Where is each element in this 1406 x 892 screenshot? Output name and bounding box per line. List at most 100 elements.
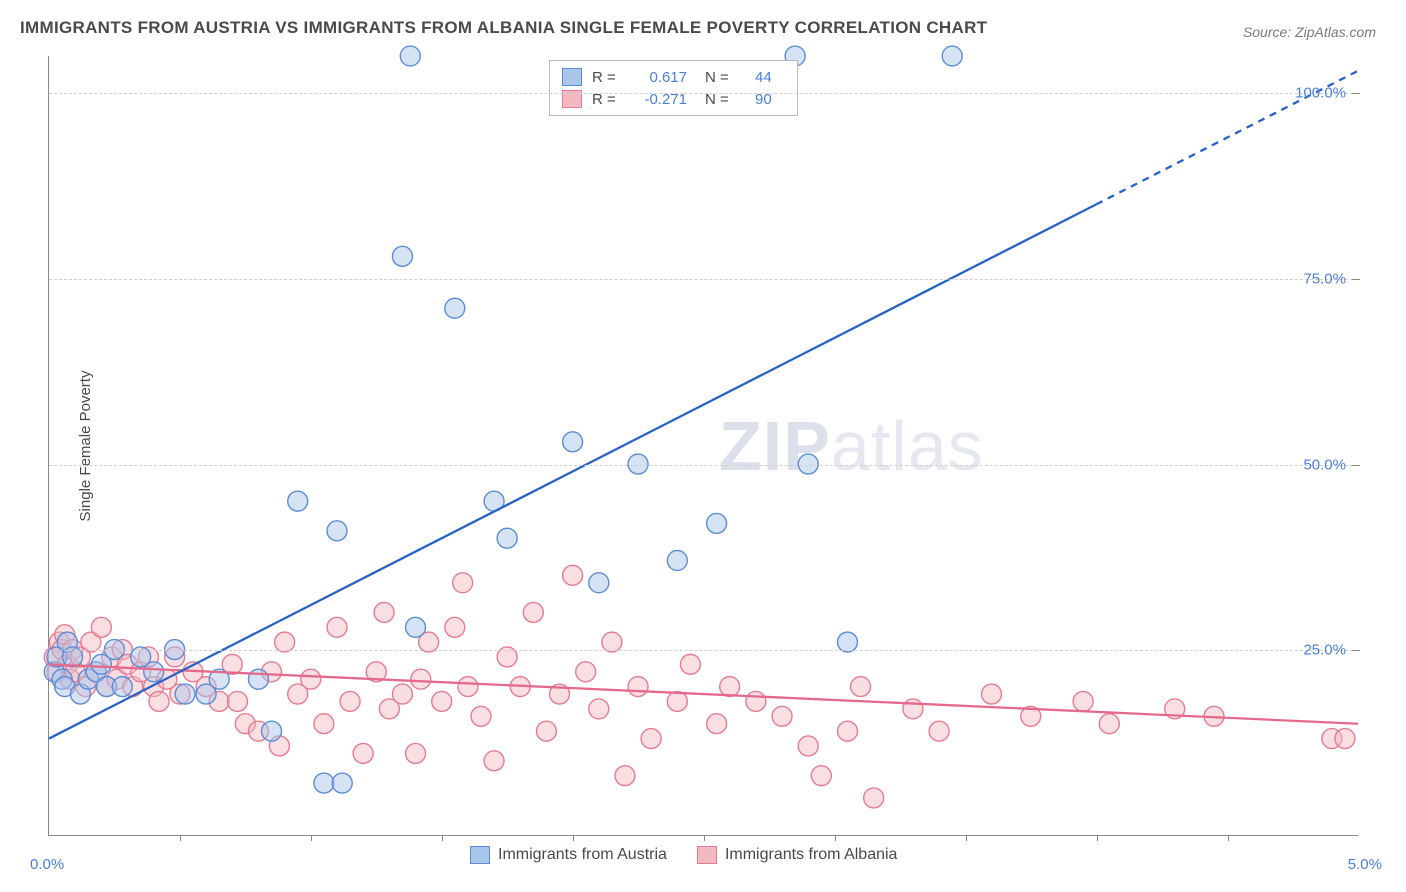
data-point-albania: [929, 721, 949, 741]
data-point-albania: [837, 721, 857, 741]
data-point-albania: [628, 677, 648, 697]
legend-swatch-austria: [562, 68, 582, 86]
correlation-legend: R = 0.617 N = 44 R = -0.271 N = 90: [549, 60, 798, 116]
data-point-albania: [228, 691, 248, 711]
data-point-austria: [288, 491, 308, 511]
x-tick: [180, 835, 181, 841]
data-point-austria: [248, 669, 268, 689]
source-value: ZipAtlas.com: [1295, 24, 1376, 40]
data-point-austria: [667, 551, 687, 571]
data-point-albania: [149, 691, 169, 711]
data-point-albania: [445, 617, 465, 637]
data-point-austria: [144, 662, 164, 682]
y-tick-label: 75.0%: [1303, 270, 1346, 287]
data-point-albania: [301, 669, 321, 689]
r-label: R =: [592, 69, 622, 86]
data-point-albania: [641, 729, 661, 749]
data-point-albania: [602, 632, 622, 652]
x-tick: [835, 835, 836, 841]
chart-svg: [49, 56, 1358, 835]
data-point-austria: [563, 432, 583, 452]
legend-item-albania: Immigrants from Albania: [697, 846, 898, 864]
data-point-albania: [981, 684, 1001, 704]
data-point-albania: [772, 706, 792, 726]
data-point-albania: [811, 766, 831, 786]
data-point-albania: [563, 565, 583, 585]
data-point-austria: [837, 632, 857, 652]
data-point-austria: [327, 521, 347, 541]
legend-item-austria: Immigrants from Austria: [470, 846, 667, 864]
data-point-austria: [400, 46, 420, 66]
r-value-austria: 0.617: [632, 69, 687, 86]
x-tick: [966, 835, 967, 841]
data-point-albania: [314, 714, 334, 734]
data-point-albania: [851, 677, 871, 697]
data-point-albania: [411, 669, 431, 689]
legend-label-austria: Immigrants from Austria: [498, 846, 667, 864]
chart-title: IMMIGRANTS FROM AUSTRIA VS IMMIGRANTS FR…: [20, 18, 987, 38]
data-point-albania: [589, 699, 609, 719]
data-point-albania: [536, 721, 556, 741]
data-point-albania: [484, 751, 504, 771]
data-point-austria: [392, 246, 412, 266]
n-label: N =: [705, 69, 745, 86]
data-point-austria: [175, 684, 195, 704]
data-point-albania: [903, 699, 923, 719]
data-point-albania: [864, 788, 884, 808]
x-tick: [442, 835, 443, 841]
legend-row-austria: R = 0.617 N = 44: [562, 66, 785, 88]
gridline: [49, 279, 1358, 280]
data-point-austria: [589, 573, 609, 593]
data-point-albania: [353, 743, 373, 763]
data-point-albania: [1099, 714, 1119, 734]
data-point-albania: [327, 617, 347, 637]
source-label: Source:: [1243, 24, 1291, 40]
data-point-albania: [471, 706, 491, 726]
source-attribution: Source: ZipAtlas.com: [1243, 24, 1376, 40]
data-point-albania: [432, 691, 452, 711]
data-point-albania: [798, 736, 818, 756]
legend-bottom-swatch-albania: [697, 846, 717, 864]
data-point-austria: [406, 617, 426, 637]
n-value-austria: 44: [755, 69, 785, 86]
data-point-albania: [453, 573, 473, 593]
data-point-albania: [523, 602, 543, 622]
data-point-albania: [707, 714, 727, 734]
chart-container: IMMIGRANTS FROM AUSTRIA VS IMMIGRANTS FR…: [0, 0, 1406, 892]
data-point-albania: [667, 691, 687, 711]
gridline: [49, 465, 1358, 466]
x-tick-max: 5.0%: [1348, 856, 1382, 873]
gridline: [49, 650, 1358, 651]
x-tick: [311, 835, 312, 841]
y-tick-label: 50.0%: [1303, 456, 1346, 473]
y-tick-label: 25.0%: [1303, 642, 1346, 659]
legend-row-albania: R = -0.271 N = 90: [562, 88, 785, 110]
data-point-albania: [374, 602, 394, 622]
data-point-albania: [1335, 729, 1355, 749]
data-point-albania: [392, 684, 412, 704]
data-point-albania: [340, 691, 360, 711]
data-point-albania: [458, 677, 478, 697]
x-tick: [573, 835, 574, 841]
legend-label-albania: Immigrants from Albania: [725, 846, 898, 864]
regression-line: [49, 204, 1096, 738]
data-point-austria: [497, 528, 517, 548]
series-legend: Immigrants from Austria Immigrants from …: [470, 846, 897, 864]
legend-bottom-swatch-austria: [470, 846, 490, 864]
x-tick: [1097, 835, 1098, 841]
data-point-austria: [445, 298, 465, 318]
data-point-albania: [576, 662, 596, 682]
data-point-albania: [406, 743, 426, 763]
data-point-austria: [262, 721, 282, 741]
data-point-austria: [332, 773, 352, 793]
x-tick: [1228, 835, 1229, 841]
data-point-albania: [680, 654, 700, 674]
data-point-albania: [615, 766, 635, 786]
data-point-austria: [314, 773, 334, 793]
data-point-austria: [942, 46, 962, 66]
data-point-albania: [1073, 691, 1093, 711]
data-point-austria: [112, 677, 132, 697]
data-point-albania: [720, 677, 740, 697]
data-point-albania: [91, 617, 111, 637]
plot-area: ZIPatlas R = 0.617 N = 44 R = -0.271 N =…: [48, 56, 1358, 836]
